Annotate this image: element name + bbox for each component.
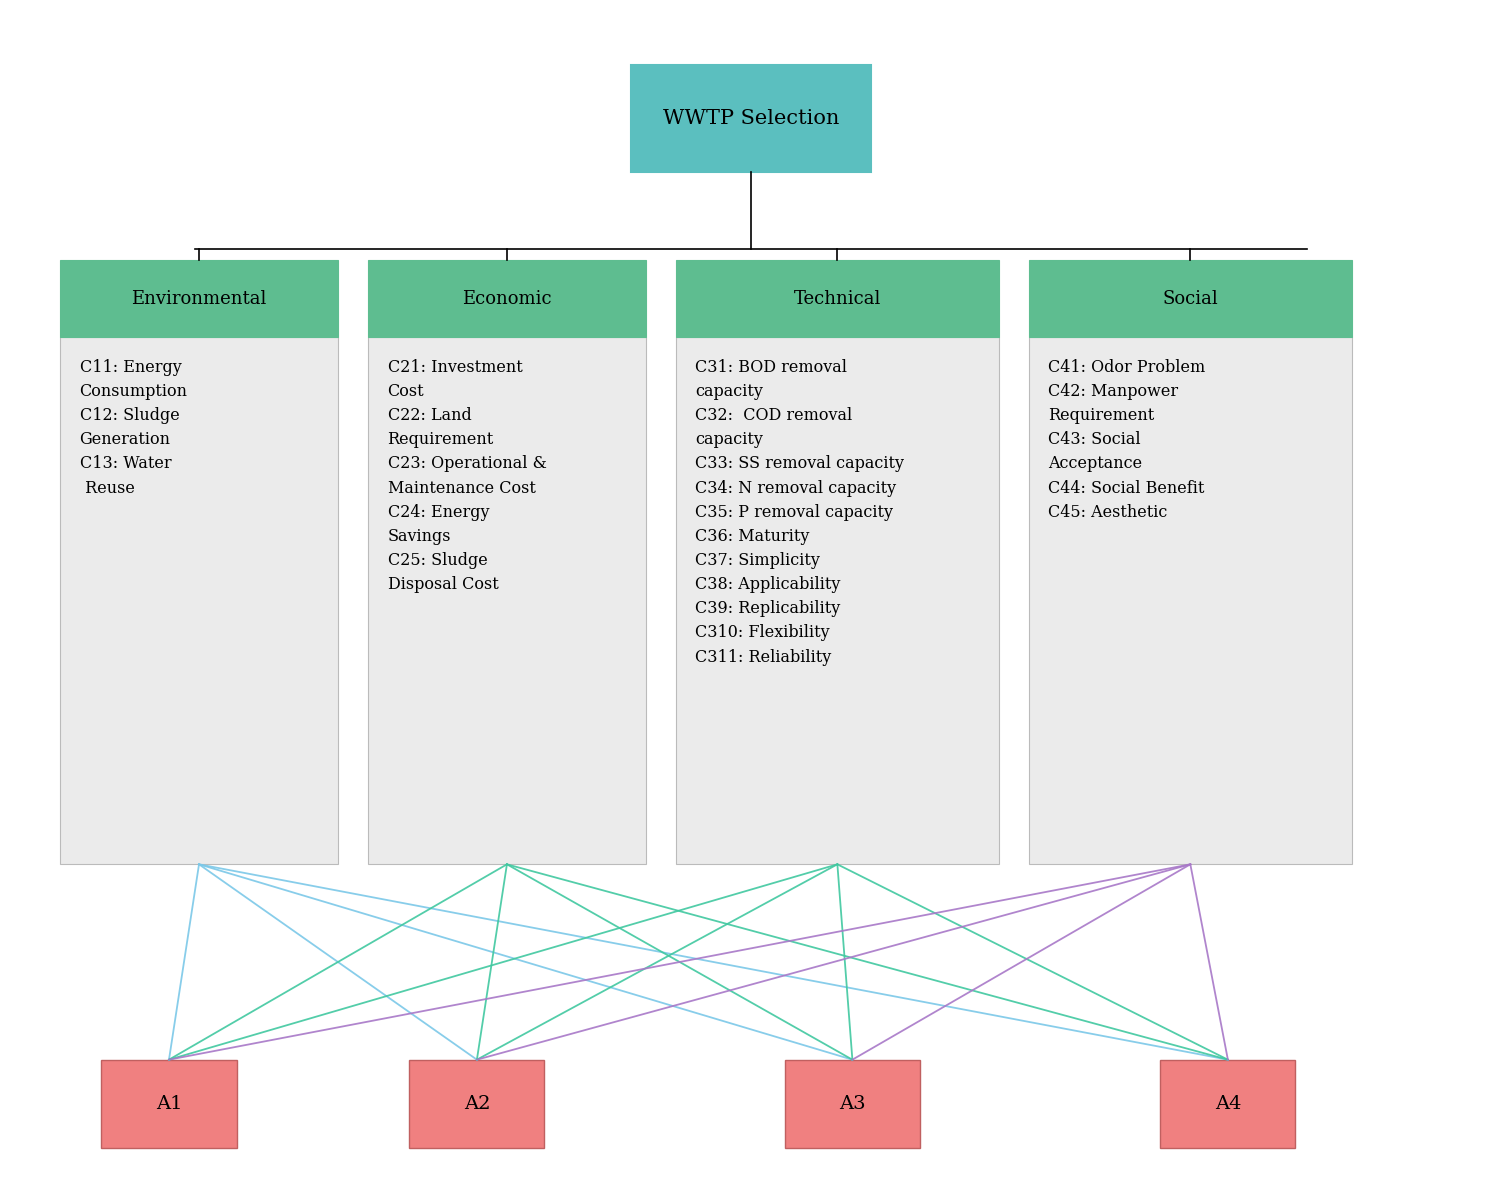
Text: A4: A4 <box>1215 1095 1241 1113</box>
Text: A3: A3 <box>840 1095 865 1113</box>
Text: C41: Odor Problem
C42: Manpower
Requirement
C43: Social
Acceptance
C44: Social B: C41: Odor Problem C42: Manpower Requirem… <box>1048 359 1206 521</box>
FancyBboxPatch shape <box>631 65 871 172</box>
Text: A1: A1 <box>156 1095 182 1113</box>
FancyBboxPatch shape <box>784 1060 919 1148</box>
FancyBboxPatch shape <box>676 337 999 864</box>
Text: C31: BOD removal
capacity
C32:  COD removal
capacity
C33: SS removal capacity
C3: C31: BOD removal capacity C32: COD remov… <box>695 359 904 665</box>
FancyBboxPatch shape <box>368 337 646 864</box>
Text: WWTP Selection: WWTP Selection <box>662 109 840 128</box>
Text: C11: Energy
Consumption
C12: Sludge
Generation
C13: Water
 Reuse: C11: Energy Consumption C12: Sludge Gene… <box>80 359 188 496</box>
FancyBboxPatch shape <box>409 1060 545 1148</box>
Text: Economic: Economic <box>463 290 551 308</box>
Text: Environmental: Environmental <box>131 290 267 308</box>
Text: C21: Investment
Cost
C22: Land
Requirement
C23: Operational &
Maintenance Cost
C: C21: Investment Cost C22: Land Requireme… <box>388 359 547 593</box>
FancyBboxPatch shape <box>102 1060 237 1148</box>
FancyBboxPatch shape <box>368 260 646 337</box>
Text: Social: Social <box>1163 290 1218 308</box>
Text: Technical: Technical <box>793 290 882 308</box>
FancyBboxPatch shape <box>1029 337 1352 864</box>
FancyBboxPatch shape <box>676 260 999 337</box>
FancyBboxPatch shape <box>1029 260 1352 337</box>
FancyBboxPatch shape <box>60 260 338 337</box>
FancyBboxPatch shape <box>1160 1060 1295 1148</box>
Text: A2: A2 <box>464 1095 490 1113</box>
FancyBboxPatch shape <box>60 337 338 864</box>
